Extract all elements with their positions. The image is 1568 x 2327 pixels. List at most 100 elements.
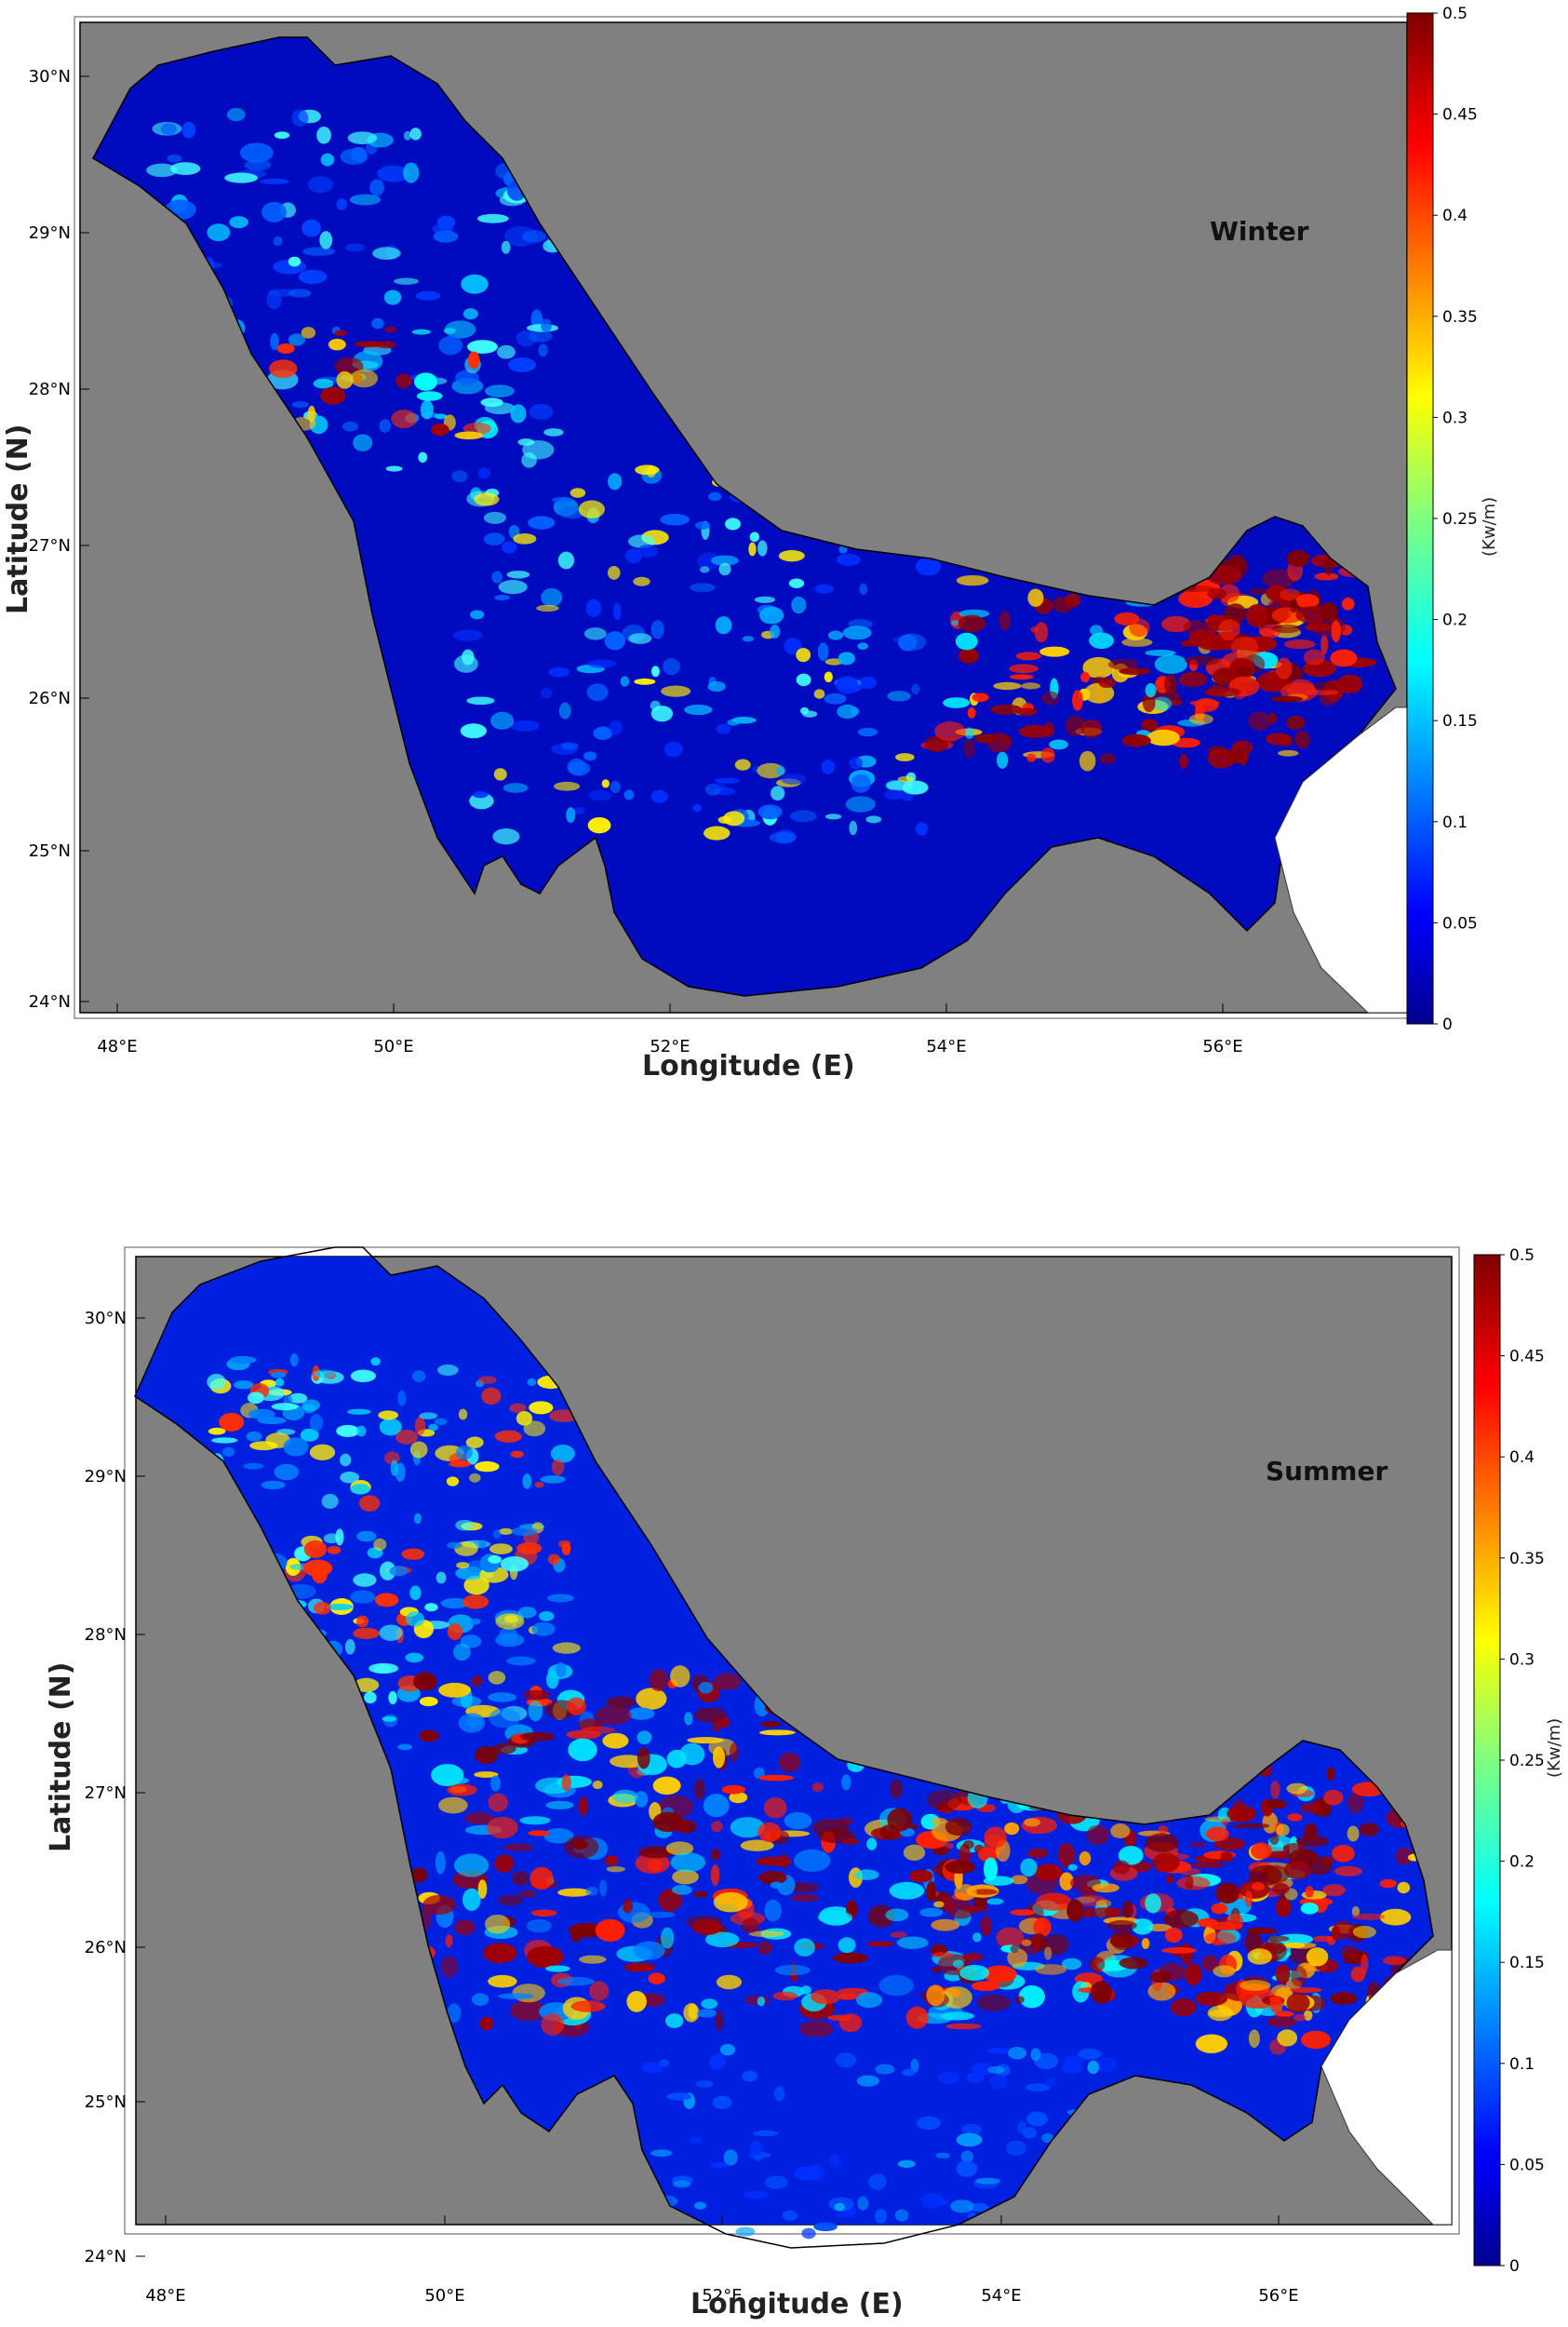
summer-lat-label-4: 26°N [85, 1938, 127, 1957]
intensity-patch [384, 326, 397, 333]
intensity-patch [757, 540, 768, 557]
intensity-patch [903, 1844, 926, 1862]
intensity-patch [160, 123, 177, 136]
intensity-patch [1104, 1907, 1121, 1915]
intensity-patch [321, 1493, 339, 1509]
intensity-patch [379, 1624, 403, 1641]
intensity-patch [963, 738, 975, 759]
colorbar-tick-label: 0.2 [1509, 1853, 1534, 1872]
intensity-patch [796, 648, 811, 663]
intensity-patch [951, 620, 959, 626]
intensity-patch [492, 1529, 502, 1540]
intensity-patch [1064, 2055, 1084, 2066]
intensity-patch [436, 1571, 447, 1584]
intensity-patch [356, 1615, 369, 1628]
intensity-patch [500, 1556, 529, 1572]
intensity-patch [915, 557, 942, 576]
intensity-patch [1382, 1956, 1406, 1966]
intensity-patch [760, 1721, 782, 1728]
intensity-patch [1295, 594, 1320, 609]
intensity-patch [1289, 1986, 1322, 1994]
intensity-patch [1286, 1782, 1308, 1795]
intensity-patch [835, 2052, 857, 2068]
intensity-patch [471, 1993, 489, 2006]
intensity-patch [989, 2074, 1008, 2090]
intensity-patch [1110, 1929, 1135, 1951]
intensity-patch [836, 553, 861, 567]
intensity-patch [391, 410, 418, 429]
intensity-patch [1178, 671, 1208, 688]
summer-map: 48°E 50°E 52°E 54°E 56°E 30°N 29°N 28°N … [85, 1246, 1545, 2306]
intensity-patch [1021, 1939, 1032, 1946]
intensity-patch [416, 391, 443, 401]
intensity-patch [552, 1642, 581, 1654]
intensity-patch [288, 289, 312, 298]
intensity-patch [1305, 1885, 1314, 1898]
intensity-patch [557, 1888, 592, 1897]
intensity-patch [627, 1707, 655, 1720]
intensity-patch [1092, 1883, 1119, 1893]
intensity-patch [445, 1934, 453, 1948]
intensity-patch [504, 1615, 518, 1623]
intensity-patch [838, 1937, 856, 1954]
intensity-patch [690, 583, 716, 593]
intensity-patch [612, 1789, 638, 1804]
intensity-patch [229, 216, 248, 229]
intensity-patch [558, 1540, 571, 1549]
intensity-patch [1314, 572, 1339, 581]
intensity-patch [887, 691, 911, 702]
intensity-patch [1360, 1954, 1369, 1974]
intensity-patch [841, 1837, 860, 1846]
intensity-patch [780, 773, 807, 785]
intensity-patch [261, 1480, 286, 1490]
intensity-patch [1142, 693, 1156, 713]
intensity-patch [757, 1996, 766, 2007]
intensity-patch [510, 1999, 547, 2022]
intensity-patch [838, 652, 855, 666]
intensity-patch [1095, 1899, 1112, 1908]
intensity-patch [1146, 729, 1180, 747]
intensity-patch [409, 1585, 422, 1600]
intensity-patch [742, 2070, 757, 2082]
intensity-patch [1185, 1963, 1202, 1986]
intensity-patch [1018, 724, 1052, 738]
intensity-patch [1262, 1811, 1279, 1834]
intensity-patch [374, 1593, 399, 1607]
intensity-patch [440, 1956, 458, 1978]
intensity-patch [309, 1444, 336, 1460]
intensity-patch [1079, 750, 1096, 772]
intensity-patch [527, 1945, 564, 1969]
intensity-patch [568, 1738, 597, 1762]
intensity-patch [748, 542, 757, 557]
intensity-patch [283, 1437, 309, 1457]
intensity-patch [474, 492, 500, 506]
intensity-patch [1098, 678, 1116, 689]
intensity-patch [1248, 711, 1271, 731]
intensity-patch [916, 2116, 941, 2131]
intensity-patch [875, 2064, 895, 2075]
intensity-patch [814, 584, 835, 594]
intensity-patch [543, 1828, 574, 1844]
intensity-patch [721, 1784, 746, 1795]
intensity-patch [495, 1633, 525, 1648]
intensity-patch [689, 2136, 702, 2145]
intensity-patch [309, 1414, 324, 1432]
intensity-patch [1188, 713, 1213, 725]
colorbar-tick-label: 0 [1509, 2257, 1520, 2276]
intensity-patch [1195, 1991, 1228, 2006]
intensity-patch [855, 1992, 883, 2009]
intensity-patch [493, 768, 507, 781]
intensity-patch [1284, 639, 1316, 650]
intensity-patch [890, 1931, 907, 1939]
summer-colorbar [1473, 1254, 1501, 2266]
colorbar-tick-label: 0.5 [1509, 1246, 1534, 1265]
intensity-patch [796, 673, 811, 687]
intensity-patch [601, 779, 610, 788]
intensity-patch [1397, 1881, 1411, 1894]
intensity-patch [564, 1836, 599, 1859]
intensity-patch [478, 1540, 488, 1549]
intensity-patch [633, 576, 650, 586]
intensity-patch [1184, 655, 1221, 666]
intensity-patch [492, 828, 520, 845]
intensity-patch [859, 583, 868, 596]
